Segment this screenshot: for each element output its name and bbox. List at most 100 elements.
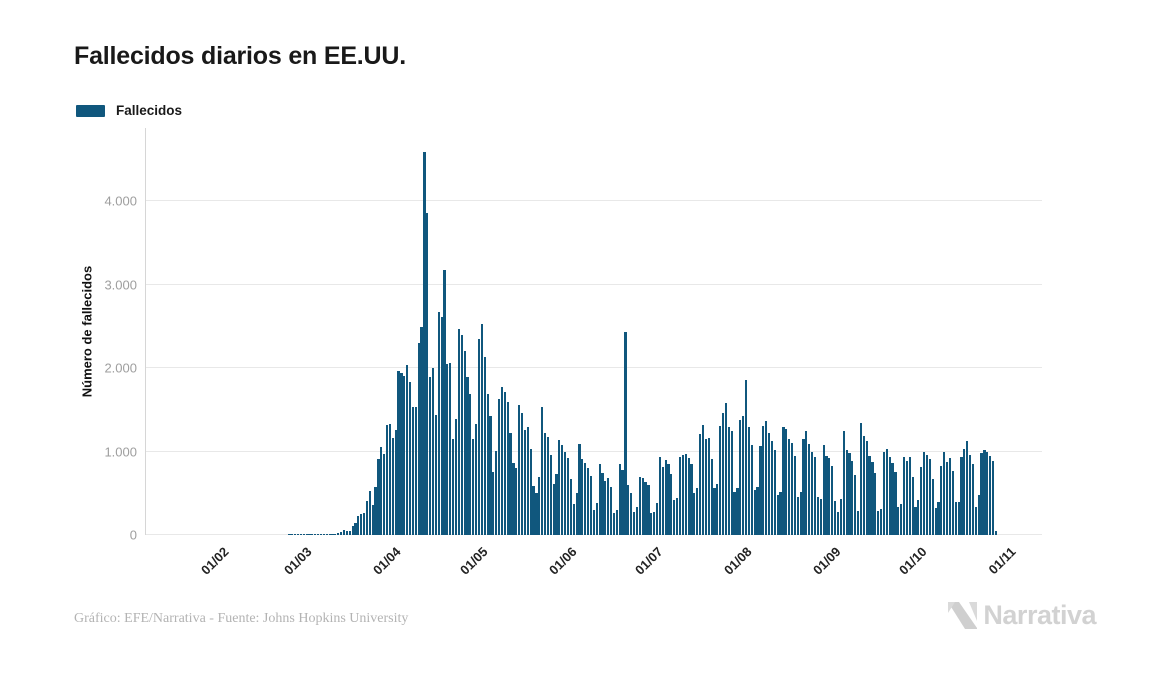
- bar[interactable]: [509, 433, 512, 535]
- bar[interactable]: [667, 464, 670, 535]
- bar[interactable]: [489, 416, 492, 535]
- bar[interactable]: [905, 460, 908, 535]
- bar[interactable]: [581, 459, 584, 535]
- bar[interactable]: [641, 478, 644, 535]
- bar[interactable]: [492, 472, 495, 535]
- bar[interactable]: [288, 534, 291, 535]
- bar[interactable]: [762, 426, 765, 535]
- bar[interactable]: [882, 452, 886, 535]
- bar[interactable]: [756, 486, 759, 535]
- bar[interactable]: [845, 449, 848, 535]
- bar[interactable]: [974, 506, 977, 535]
- bar[interactable]: [497, 398, 501, 535]
- bar[interactable]: [931, 479, 934, 535]
- bar[interactable]: [946, 461, 949, 535]
- bar[interactable]: [342, 530, 346, 535]
- bar[interactable]: [299, 534, 302, 535]
- bar[interactable]: [742, 415, 745, 535]
- bar[interactable]: [902, 456, 906, 535]
- bar[interactable]: [592, 509, 595, 535]
- bar[interactable]: [753, 489, 756, 535]
- bar[interactable]: [561, 444, 564, 535]
- bar[interactable]: [351, 525, 354, 535]
- bar[interactable]: [589, 476, 593, 535]
- bar[interactable]: [822, 444, 825, 535]
- bar[interactable]: [920, 467, 923, 535]
- bar[interactable]: [779, 492, 782, 535]
- bar[interactable]: [808, 444, 811, 535]
- bar[interactable]: [414, 406, 417, 535]
- bar[interactable]: [796, 497, 799, 535]
- bar[interactable]: [411, 407, 415, 535]
- bar[interactable]: [670, 474, 673, 535]
- bar[interactable]: [486, 394, 489, 535]
- bar[interactable]: [733, 492, 736, 535]
- bar[interactable]: [943, 452, 946, 535]
- bar[interactable]: [495, 450, 498, 535]
- bar[interactable]: [317, 534, 320, 535]
- bar[interactable]: [506, 401, 509, 535]
- bar[interactable]: [868, 455, 871, 535]
- bar[interactable]: [684, 454, 687, 535]
- bar[interactable]: [710, 459, 713, 535]
- bar[interactable]: [331, 534, 334, 535]
- bar[interactable]: [604, 480, 607, 535]
- bar[interactable]: [917, 499, 920, 535]
- bar[interactable]: [385, 424, 389, 535]
- bar[interactable]: [552, 484, 555, 535]
- bar[interactable]: [687, 458, 690, 535]
- bar[interactable]: [365, 500, 369, 535]
- bar[interactable]: [716, 484, 719, 535]
- bar[interactable]: [911, 476, 914, 535]
- bar[interactable]: [969, 454, 972, 535]
- bar[interactable]: [400, 373, 403, 535]
- bar[interactable]: [515, 467, 518, 535]
- bar[interactable]: [354, 523, 357, 535]
- bar[interactable]: [475, 424, 478, 535]
- legend-swatch[interactable]: [76, 104, 105, 117]
- bar[interactable]: [408, 382, 412, 535]
- bar[interactable]: [713, 488, 716, 535]
- bar[interactable]: [518, 405, 521, 535]
- bar[interactable]: [466, 376, 469, 535]
- bar[interactable]: [894, 471, 897, 535]
- bar[interactable]: [859, 423, 863, 535]
- bar[interactable]: [417, 343, 420, 535]
- bar[interactable]: [793, 455, 796, 535]
- bar[interactable]: [296, 534, 300, 535]
- bar[interactable]: [503, 391, 506, 535]
- bar[interactable]: [397, 370, 400, 535]
- bar[interactable]: [765, 421, 768, 535]
- bar[interactable]: [328, 534, 331, 535]
- bar[interactable]: [727, 427, 730, 535]
- bar[interactable]: [925, 454, 929, 535]
- bar[interactable]: [954, 502, 957, 535]
- bar[interactable]: [500, 387, 504, 535]
- bar[interactable]: [834, 500, 837, 535]
- bar[interactable]: [971, 464, 975, 535]
- bar[interactable]: [319, 534, 323, 535]
- bar[interactable]: [678, 456, 682, 535]
- bar[interactable]: [549, 454, 552, 535]
- bar[interactable]: [394, 430, 397, 535]
- bar[interactable]: [848, 453, 851, 535]
- bar[interactable]: [681, 455, 684, 535]
- bar[interactable]: [977, 494, 980, 535]
- bar[interactable]: [308, 534, 311, 535]
- bar[interactable]: [449, 362, 452, 535]
- bar[interactable]: [391, 437, 394, 535]
- bar[interactable]: [891, 463, 894, 535]
- bar[interactable]: [426, 212, 429, 535]
- bar[interactable]: [699, 433, 702, 535]
- bar[interactable]: [842, 430, 845, 535]
- bar[interactable]: [934, 508, 937, 535]
- bar[interactable]: [454, 419, 458, 535]
- bar[interactable]: [618, 464, 621, 535]
- bar[interactable]: [897, 506, 900, 535]
- bar[interactable]: [799, 492, 802, 535]
- bar[interactable]: [526, 427, 529, 535]
- bar[interactable]: [928, 459, 931, 535]
- bar[interactable]: [601, 473, 604, 535]
- bar[interactable]: [960, 457, 963, 535]
- bar[interactable]: [736, 488, 739, 535]
